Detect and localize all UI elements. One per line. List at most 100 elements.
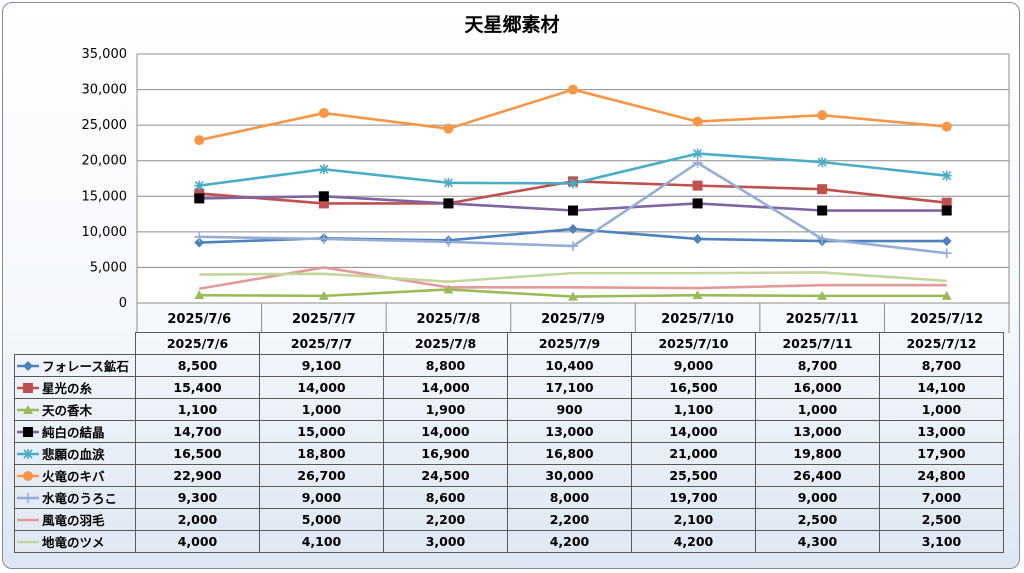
data-table-cell: 13,000	[507, 420, 632, 443]
data-table-cell: 24,500	[383, 464, 508, 487]
data-point	[318, 290, 329, 300]
data-point	[568, 205, 578, 216]
x-axis-tick-labels: 2025/7/6 2025/7/7 2025/7/8 2025/7/9 2025/7/1…	[167, 312, 983, 327]
data-table-cell: 1,100	[135, 398, 260, 421]
data-table-row-label: フォレース鉱石	[14, 354, 136, 377]
y-tick-label: 30,000	[82, 83, 128, 98]
data-table-corner	[14, 332, 136, 355]
y-tick-label: 35,000	[82, 47, 128, 62]
data-point	[194, 290, 205, 300]
data-table-row-label: 水竜のうろこ	[14, 486, 136, 509]
data-point	[443, 177, 454, 188]
data-table-cell: 2,500	[755, 508, 880, 531]
data-point	[941, 205, 952, 216]
data-table-cell: 2,200	[383, 508, 508, 531]
y-tick-label: 10,000	[82, 225, 128, 240]
series-name: 純白の結晶	[42, 425, 105, 440]
data-point	[692, 290, 703, 300]
data-table: 2025/7/6 2025/7/7 2025/7/8 2025/7/9 2025/7/1…	[14, 332, 1004, 553]
x-tick-label: 2025/7/6	[167, 312, 231, 327]
data-point	[568, 178, 578, 189]
data-table-row: 火竜のキバ 22,900 26,700 24,500 30,000 25,500 26,40…	[14, 464, 1004, 487]
chart-title: 天星郷素材	[464, 14, 560, 36]
data-table-cell: 18,800	[259, 442, 384, 465]
data-table-cell: 4,200	[631, 530, 756, 553]
data-table-cell: 24,800	[879, 464, 1004, 487]
data-point	[443, 284, 454, 294]
data-table-row-label: 風竜の羽毛	[14, 508, 136, 531]
data-table-cell: 17,100	[507, 376, 632, 399]
y-tick-label: 0	[119, 296, 127, 311]
data-point	[194, 231, 205, 242]
data-point	[692, 233, 703, 244]
y-tick-label: 15,000	[82, 189, 128, 204]
data-point	[443, 198, 454, 209]
y-axis-tick-labels: 0 5,000 10,000 15,000 20,000 25,000 30,000 35,0…	[82, 47, 128, 311]
data-table-cell: 1,000	[879, 398, 1004, 421]
data-point	[568, 84, 578, 95]
data-table-cell: 14,000	[383, 420, 508, 443]
series-name: フォレース鉱石	[42, 359, 129, 374]
series-name: 風竜の羽毛	[42, 513, 105, 528]
data-table-cell: 9,000	[631, 354, 756, 377]
data-table-cell: 14,000	[631, 420, 756, 443]
data-table-cell: 2,500	[879, 508, 1004, 531]
data-point	[941, 248, 952, 259]
data-point	[941, 290, 952, 300]
data-point	[443, 123, 454, 134]
data-table-cell: 19,700	[631, 486, 756, 509]
data-table-cell: 14,000	[383, 376, 508, 399]
data-point	[568, 291, 578, 301]
data-table-cell: 8,500	[135, 354, 260, 377]
data-table-cell: 9,300	[135, 486, 260, 509]
y-tick-label: 25,000	[82, 118, 128, 133]
data-table-cell: 16,500	[135, 442, 260, 465]
data-table-cell: 1,000	[755, 398, 880, 421]
legend-key-icon	[17, 540, 39, 543]
data-table-cell: 4,200	[507, 530, 632, 553]
data-table-row: 風竜の羽毛 2,000 5,000 2,200 2,200 2,100 2,500 2,500	[14, 508, 1004, 531]
data-point	[941, 236, 952, 247]
legend-key-icon	[17, 382, 39, 393]
data-point	[23, 492, 33, 503]
legend-key-icon	[17, 360, 39, 371]
data-table-cell: 1,900	[383, 398, 508, 421]
data-point	[318, 198, 329, 209]
data-point	[941, 121, 952, 132]
data-table-row-label: 火竜のキバ	[14, 464, 136, 487]
data-point	[23, 470, 33, 481]
y-tick-label: 20,000	[82, 154, 128, 169]
series-name: 天の香木	[42, 403, 93, 418]
data-point	[443, 236, 454, 247]
data-table-cell: 17,900	[879, 442, 1004, 465]
legend-key-icon	[17, 448, 39, 459]
data-table-cell: 8,800	[383, 354, 508, 377]
data-table-cell: 4,300	[755, 530, 880, 553]
data-table-cell: 8,700	[879, 354, 1004, 377]
data-table-cell: 9,100	[259, 354, 384, 377]
data-table-cell: 9,000	[259, 486, 384, 509]
series-name: 星光の糸	[42, 381, 93, 396]
data-table-row-label: 星光の糸	[14, 376, 136, 399]
series-name: 水竜のうろこ	[42, 491, 118, 506]
x-tick-label: 2025/7/9	[541, 312, 605, 327]
data-table-cell: 9,000	[755, 486, 880, 509]
data-table-cell: 15,000	[259, 420, 384, 443]
legend-key-icon	[17, 492, 39, 503]
data-table-column-header: 2025/7/11	[755, 332, 880, 355]
data-point	[817, 157, 828, 168]
data-point	[692, 148, 703, 159]
data-point	[318, 191, 329, 202]
data-point	[568, 241, 578, 252]
y-tick-label: 5,000	[90, 260, 127, 275]
data-table-cell: 16,500	[631, 376, 756, 399]
data-point	[817, 184, 828, 195]
grid-lines	[136, 53, 1010, 333]
series-line-8	[199, 271, 947, 283]
data-point	[941, 170, 952, 181]
data-table-cell: 2,100	[631, 508, 756, 531]
series-name: 火竜のキバ	[42, 469, 105, 484]
legend-key-icon	[17, 404, 39, 414]
x-tick-label: 2025/7/11	[786, 312, 859, 327]
data-table-column-header: 2025/7/9	[507, 332, 632, 355]
